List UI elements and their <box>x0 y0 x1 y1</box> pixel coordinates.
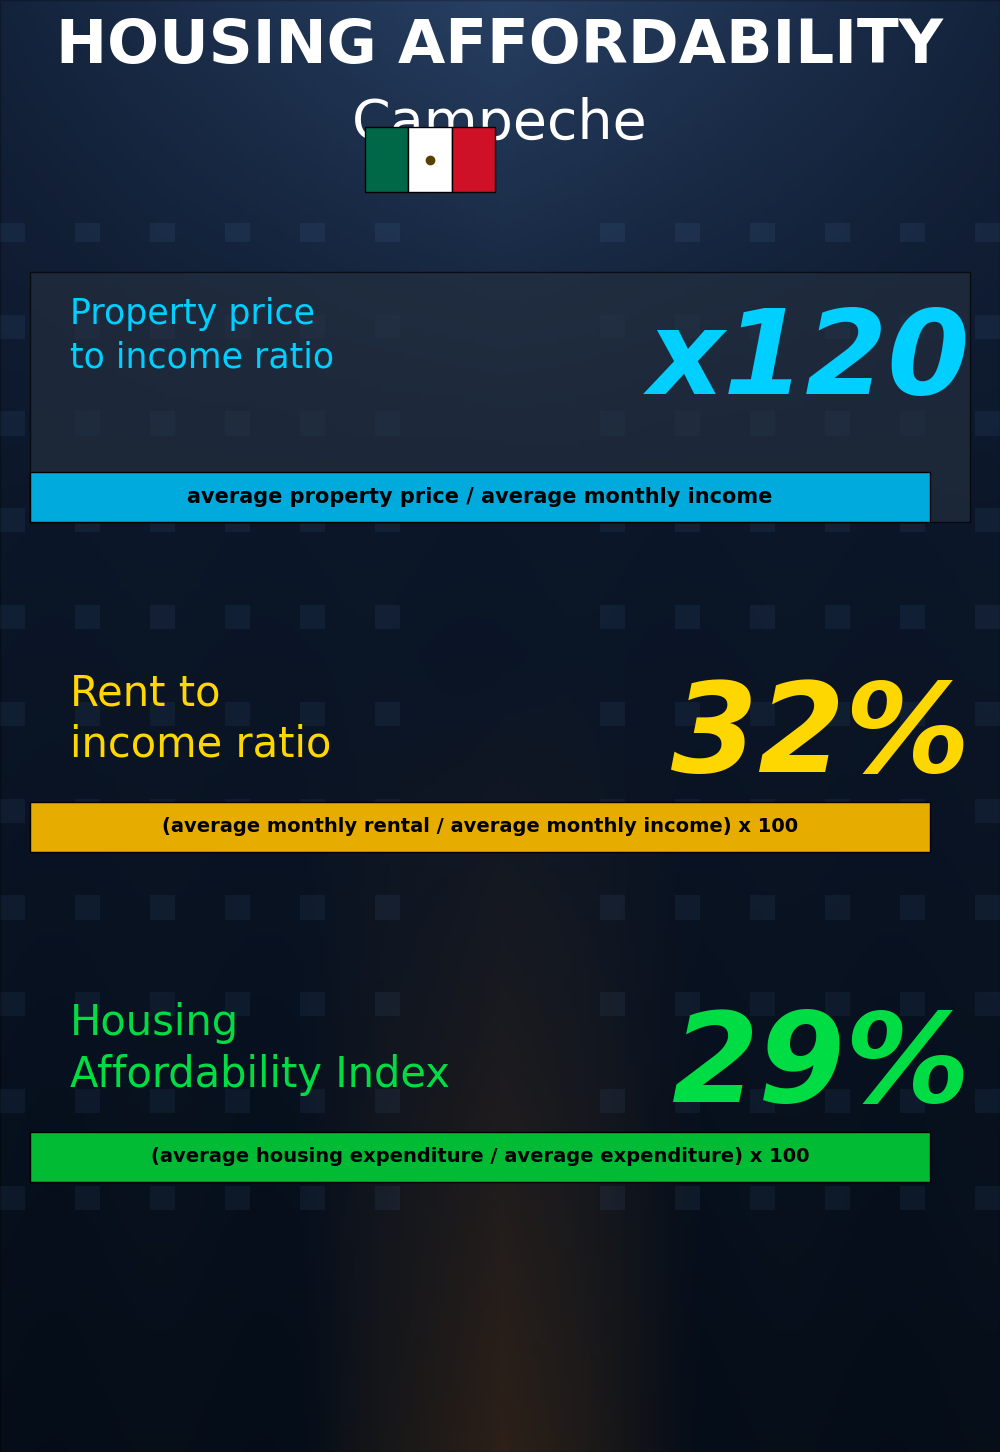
Text: (average housing expenditure / average expenditure) x 100: (average housing expenditure / average e… <box>151 1147 809 1166</box>
FancyBboxPatch shape <box>30 1133 930 1182</box>
Text: average property price / average monthly income: average property price / average monthly… <box>187 486 773 507</box>
Text: 29%: 29% <box>671 1006 970 1128</box>
FancyBboxPatch shape <box>452 126 495 192</box>
Text: Rent to
income ratio: Rent to income ratio <box>70 672 331 765</box>
FancyBboxPatch shape <box>408 126 452 192</box>
Text: HOUSING AFFORDABILITY: HOUSING AFFORDABILITY <box>56 17 944 76</box>
FancyBboxPatch shape <box>30 802 930 852</box>
FancyBboxPatch shape <box>30 272 970 523</box>
FancyBboxPatch shape <box>365 126 408 192</box>
Text: (average monthly rental / average monthly income) x 100: (average monthly rental / average monthl… <box>162 817 798 836</box>
Text: x120: x120 <box>647 305 970 420</box>
Text: Property price
to income ratio: Property price to income ratio <box>70 298 334 375</box>
Text: 32%: 32% <box>671 677 970 797</box>
FancyBboxPatch shape <box>30 472 930 523</box>
Text: Housing
Affordability Index: Housing Affordability Index <box>70 1002 450 1096</box>
Text: Campeche: Campeche <box>352 97 648 151</box>
